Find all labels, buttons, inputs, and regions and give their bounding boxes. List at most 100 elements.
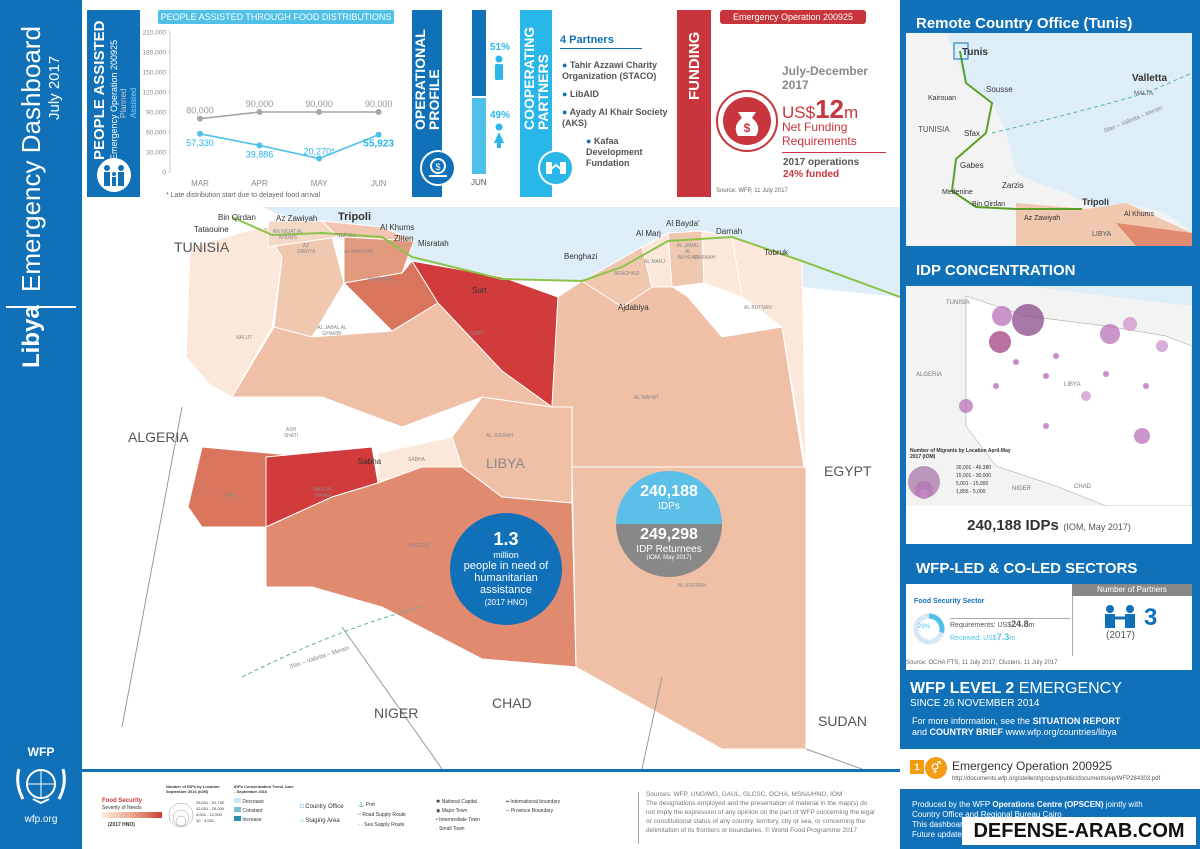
people-assisted-chart: 0 30,000 60,000 90,000 120,000 150,000 180,000… xyxy=(143,30,395,189)
remote-office-canvas xyxy=(906,33,1192,246)
legend-idps-title: Number of IDPs by Location September 201… xyxy=(166,784,220,794)
legend-idps-ranges: 25,001 - 51,730 12,001 - 25,000 3,001 - 12… xyxy=(196,800,225,823)
funding-funded: 24% funded xyxy=(783,169,840,180)
sector-requirements: Requirements: US$24.8m xyxy=(950,619,1035,629)
partner-item: ● Kafaa Development Fundation xyxy=(586,136,643,168)
mediterranean-sea xyxy=(82,207,900,297)
funding-badge: Emergency Operation 200925 xyxy=(720,10,866,24)
x-tick-label: MAY xyxy=(311,179,328,188)
y-tick-label: 60,000 xyxy=(146,130,166,137)
label-tunisia: TUNISIA xyxy=(174,239,230,255)
data-label: 20,270* xyxy=(304,146,336,156)
x-tick-label: MAR xyxy=(191,179,209,188)
libya-map: TUNISIA ALGERIA EGYPT LIBYA NIGER CHAD S… xyxy=(82,207,900,769)
profile-month: JUN xyxy=(471,178,487,187)
rom-label-medenine: Medenine xyxy=(942,189,973,196)
partners-count: 4 Partners xyxy=(560,34,614,46)
partners-year: (2017) xyxy=(1106,630,1135,641)
country-brief-link[interactable]: COUNTRY BRIEF xyxy=(929,727,1004,737)
city-tripoli: Tripoli xyxy=(338,211,371,223)
male-pct: 51% xyxy=(490,42,511,53)
rom-label-al-khums: Al Khums xyxy=(1124,211,1154,218)
gender-icon: ⚥ xyxy=(925,757,947,779)
remote-office-map: Tunis Valletta MALTA Kairouan Sousse TUN… xyxy=(906,33,1192,246)
legend-assisted: Assisted xyxy=(129,87,138,118)
legend-group-c: ✱ National Capital ◉ Major Town • Interm… xyxy=(436,799,480,832)
idps-bubble: 240,188 IDPs 249,298 IDP Returnees (IOM,… xyxy=(616,471,722,577)
svg-text:$: $ xyxy=(744,121,751,135)
region-label-sabha: SABHA xyxy=(408,457,425,463)
legend-food-security-sub: Severity of Needs xyxy=(102,805,142,811)
operational-profile-title: OPERATIONAL PROFILE xyxy=(412,29,442,130)
city-bin-qirdan: Bin Qirdan xyxy=(218,213,256,222)
legend-sources: Sources: WFP, UNGIWG, GAUL, GLCSC, OCHA,… xyxy=(646,791,875,834)
hno-source: (2017 HNO) xyxy=(484,598,528,607)
label-egypt: EGYPT xyxy=(824,463,872,479)
rom-label-gabes: Gabes xyxy=(960,161,984,170)
eop-url-link[interactable]: http://documents.wfp.org/stellent/groups… xyxy=(952,776,1161,782)
level2-info: For more information, see the SITUATION … xyxy=(912,716,1121,737)
food-basket-icon: $ xyxy=(420,150,456,186)
city-benghazi: Benghazi xyxy=(564,252,598,261)
rom-label-sousse: Sousse xyxy=(986,85,1013,94)
y-tick-label: 30,000 xyxy=(146,150,166,157)
partners-title: COOPERATING PARTNERS xyxy=(521,26,551,130)
wfp-emblem-icon xyxy=(16,768,66,805)
dashboard-title: Emergency Dashboard xyxy=(16,26,46,292)
sectors-partners-header: Number of Partners xyxy=(1072,584,1192,596)
returnees-source: (IOM, May 2017) xyxy=(646,555,692,561)
city-sabha: Sabha xyxy=(358,457,382,466)
produced-by: Produced by the WFP Operations Centre (O… xyxy=(912,800,1143,839)
idp-label-algeria: ALGERIA xyxy=(916,372,943,378)
funding-title: FUNDING xyxy=(686,31,703,100)
sectors-title: WFP-LED & CO-LED SECTORS xyxy=(906,552,1192,584)
partners-list: ● Tahir Azzawi Charity Organization (STA… xyxy=(562,60,674,169)
chart-footnote: * Late distribution start due to delayed… xyxy=(166,192,321,199)
region-label-ghat: GHAT xyxy=(222,493,236,499)
wfp-logo: WFP wfp.org xyxy=(0,745,82,825)
city-az-zawiyah: Az Zawiyah xyxy=(276,214,318,223)
legend-planned: Planned xyxy=(119,88,128,118)
idp-label-chad: CHAD xyxy=(1074,484,1092,490)
legend-group-b: ⚓ Port ━ Road Supply Route - - Sea Suppl… xyxy=(358,802,406,828)
money-bag-icon: $ xyxy=(716,90,778,152)
city-surt: Surt xyxy=(472,286,487,295)
male-icon xyxy=(495,55,503,80)
region-label-nalut: NALUT xyxy=(236,335,253,341)
data-point xyxy=(375,131,382,138)
sitrep-link[interactable]: SITUATION REPORT xyxy=(1032,716,1121,726)
idp-concentration-canvas xyxy=(906,286,1192,506)
rom-label-az-zawiyah: Az Zawiyah xyxy=(1024,215,1061,222)
region-label-misratah: MISRATAH xyxy=(368,277,394,283)
sectors-source: Source: OCHA FTS, 11 July 2017; Clusters… xyxy=(906,660,1058,666)
legend-food-security-source: (2017 HNO) xyxy=(108,822,135,828)
female-pct: 49% xyxy=(490,110,511,121)
region-label-al-marj: AL MARJ xyxy=(644,259,665,265)
legend-severity-ramp xyxy=(102,812,162,818)
rom-label-bin-qirdan: Bin Qirdan xyxy=(972,201,1006,208)
data-point xyxy=(316,155,323,162)
region-label-murzuq: MURZUQ xyxy=(408,543,430,549)
female-icon xyxy=(494,123,504,148)
y-tick-label: 210,000 xyxy=(143,30,167,37)
region-label-al-jufrah: AL JUFRAH xyxy=(486,433,514,439)
data-label: 39,886 xyxy=(246,149,274,159)
data-label: 90,000 xyxy=(246,99,274,109)
map-canvas xyxy=(82,207,900,769)
country-url-link[interactable]: www.wfp.org/countries/libya xyxy=(1005,727,1117,737)
hno-value: 1.3 xyxy=(493,529,519,549)
sector-name: Food Security Sector xyxy=(914,598,985,605)
chart-title: PEOPLE ASSISTED THROUGH FOOD DISTRIBUTIO… xyxy=(158,10,394,24)
city-tobruk: Tobruk xyxy=(764,248,789,257)
country-title: Libya xyxy=(18,305,45,368)
label-niger: NIGER xyxy=(374,705,419,721)
partner-item: ● LibAID xyxy=(562,89,599,99)
partner-item: ● Ayady Al Khair Society (AKS) xyxy=(562,107,668,128)
people-assisted-panel: PEOPLE ASSISTED Emergency Operation 2009… xyxy=(87,10,140,197)
dashboard-date: July 2017 xyxy=(46,55,63,120)
funding-amount: US$12m xyxy=(782,94,859,124)
region-label-al-margab: AL MARGAB xyxy=(344,249,373,255)
city-ajdabiya: Ajdabiya xyxy=(618,303,649,312)
idps-label: IDPs xyxy=(658,501,680,512)
idp-label-libya: LIBYA xyxy=(1064,382,1081,388)
